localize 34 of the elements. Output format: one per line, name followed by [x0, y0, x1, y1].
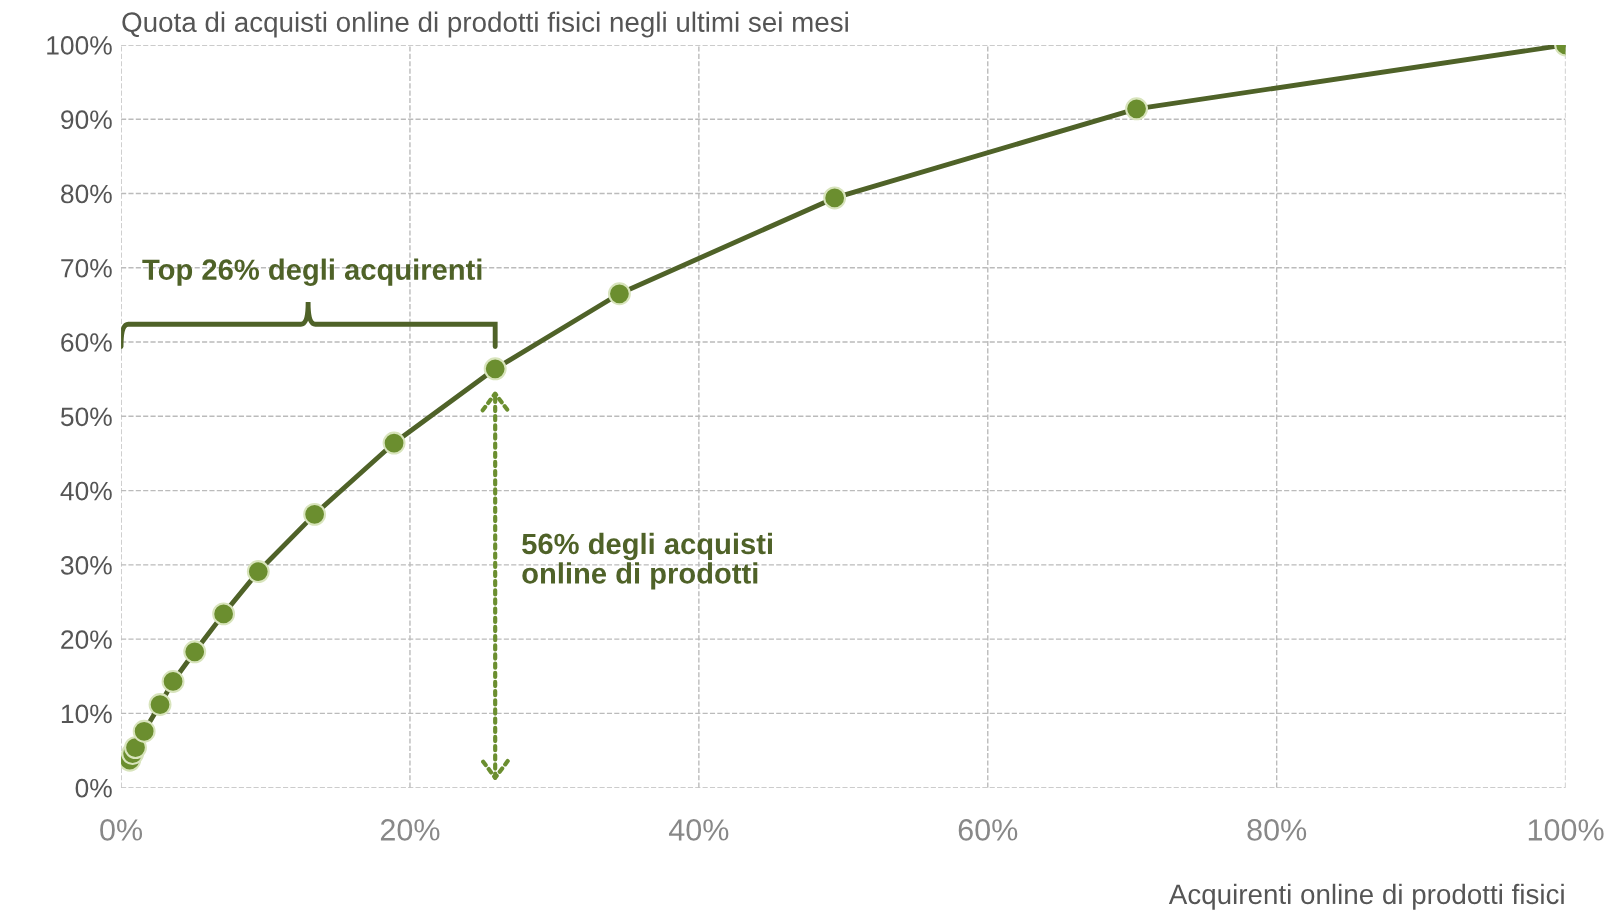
x-tick-label: 20%	[380, 819, 440, 841]
y-tick-label: 100%	[47, 36, 112, 55]
point	[483, 357, 507, 381]
y-axis-title: Quota di acquisti online di prodotti fisici negli ultimi sei mesi	[122, 11, 848, 38]
annotation: Top 26% degli acquirenti	[142, 258, 482, 286]
point	[148, 693, 172, 716]
point	[132, 719, 156, 743]
point	[212, 602, 236, 626]
point	[246, 560, 270, 584]
point	[303, 502, 327, 526]
point	[823, 186, 847, 210]
y-tick-label: 30%	[60, 556, 112, 575]
y-tick-label: 10%	[61, 704, 112, 724]
x-tick-label: 60%	[958, 819, 1018, 841]
point	[382, 431, 406, 455]
y-tick-label: 20%	[61, 630, 112, 649]
x-tick-label: 100%	[1528, 819, 1604, 841]
point	[607, 282, 631, 306]
point	[124, 736, 147, 760]
x-tick-label: 40%	[668, 819, 729, 841]
point	[161, 670, 185, 693]
point	[1125, 97, 1149, 121]
y-tick-label: 60%	[61, 333, 112, 352]
y-tick-label: 40%	[60, 481, 112, 501]
y-tick-label: 80%	[61, 184, 112, 204]
x-tick-label: 0%	[100, 819, 143, 841]
annotation: 56% degli acquisti online di prodotti	[522, 532, 772, 590]
x-tick-label: 80%	[1247, 819, 1307, 841]
y-tick-label: 0%	[75, 778, 112, 798]
y-tick-label: 70%	[61, 258, 112, 278]
point	[183, 640, 207, 664]
y-tick-label: 50%	[60, 407, 112, 427]
y-tick-label: 90%	[61, 110, 112, 130]
x-axis-title: Acquirenti online di prodotti fisici	[1168, 883, 1564, 910]
